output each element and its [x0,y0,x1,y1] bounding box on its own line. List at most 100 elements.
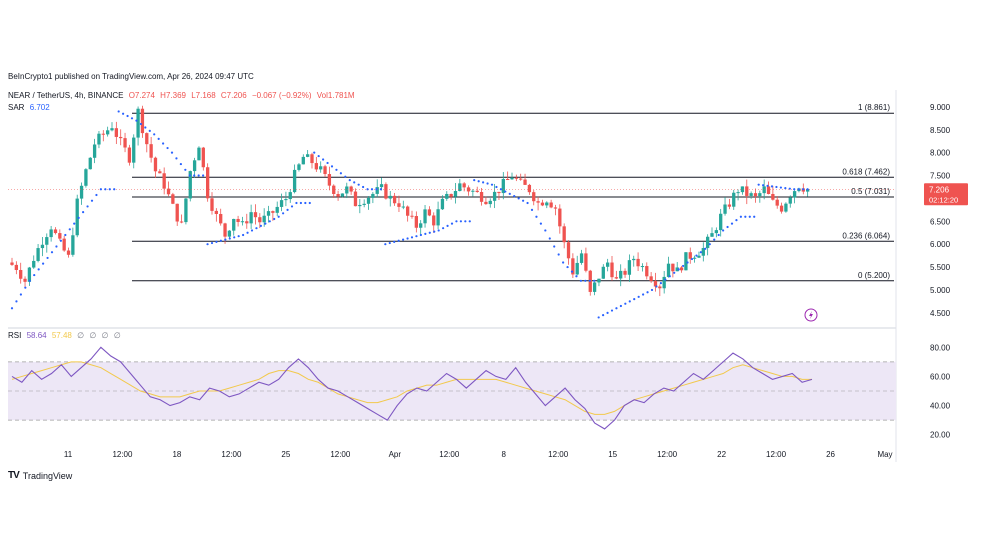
high-value: H7.369 [160,91,186,100]
price-chart[interactable]: 1 (8.861) 0.618 (7.462) 0.5 (7.031) 0.236 (… [0,0,984,470]
candle-body [497,191,501,194]
candle-body [714,230,718,234]
rsi-tick-label: 40.00 [930,402,951,411]
sar-dot [366,188,369,191]
time-tick-label: 8 [502,450,507,459]
rsi-extra-2: ∅ [89,331,97,340]
sar-dot [624,302,627,305]
candle-body [645,266,649,277]
sar-dot [397,239,400,242]
candle-body [571,258,575,275]
sar-label[interactable]: SAR [8,103,25,112]
candle-body [366,197,371,204]
candle-body [749,193,753,196]
sar-dot [388,241,391,245]
lightning-bolt-icon[interactable] [804,308,818,322]
sar-dot [602,314,605,317]
open-value: O7.274 [128,91,155,100]
volume-value: Vol1.781M [316,91,355,100]
candle-body [766,186,771,194]
candle-body [523,179,527,185]
sar-dot [210,241,214,245]
candle-body [132,137,136,163]
sar-dot [126,114,129,118]
candle-body [371,193,375,198]
parabolic-sar [10,110,809,319]
candle-body [692,257,697,259]
price-tick-label: 8.500 [930,126,951,135]
candle-body [462,183,466,188]
sar-dot [375,188,378,191]
sar-dot [24,286,27,289]
sar-dot [504,190,507,193]
candle-body [684,252,688,271]
candle-body [806,189,810,192]
rsi-label[interactable]: RSI [8,331,22,340]
sar-dot [242,233,245,237]
candle-body [162,173,166,189]
candle-body [310,154,314,164]
sar-header: SAR 6.702 [8,103,53,112]
candle-body [466,187,471,192]
candle-body [92,144,97,158]
sar-dot [775,185,778,189]
candle-body [414,216,418,228]
candle-body [775,199,779,206]
candle-body [210,198,214,211]
sar-dot [495,185,498,189]
sar-dot [357,183,360,186]
tradingview-logo[interactable]: TV TradingView [8,470,72,481]
time-tick-label: 25 [281,450,290,459]
sar-dot [646,291,649,294]
sar-dot [33,273,36,277]
candle-body [336,194,340,197]
time-tick-label: 12:00 [330,450,351,459]
candle-body [427,209,432,216]
sar-dot [535,215,538,218]
sar-dot [530,208,534,211]
candle-body [114,128,118,137]
candle-body [197,147,201,161]
sar-dot [677,268,680,271]
sar-dot [522,199,525,202]
candle-body [710,233,714,237]
sar-dot [10,307,14,310]
fib-label: 1 (8.861) [858,103,890,112]
candle-body [514,177,518,179]
sar-dot [250,229,254,232]
candle-body [97,133,101,145]
candle-body [245,221,249,224]
sar-dot [713,238,716,241]
candle-body [240,221,245,223]
candle-body [419,223,423,228]
candle-body [579,253,584,263]
price-tick-label: 4.500 [930,309,951,318]
sar-dot [322,158,325,161]
sar-dot [664,278,667,281]
candle-body [140,108,145,134]
sar-dot [268,220,271,223]
candle-body [49,229,53,238]
sar-dot [148,129,151,132]
sar-dot [610,309,614,312]
candle-body [314,163,318,170]
sar-dot [308,201,311,205]
candle-body [506,179,510,181]
candle-body [62,238,66,251]
sar-dot [637,295,640,298]
sar-dot [490,183,494,186]
sar-dot [508,192,511,195]
candle-body [36,248,40,261]
time-tick-label: 12:00 [112,450,133,459]
sar-dot [730,222,734,225]
candle-body [219,213,223,224]
candle-body [532,192,536,202]
symbol-label[interactable]: NEAR / TetherUS, 4h, BINANCE [8,91,124,100]
fib-label: 0 (5.200) [858,271,890,280]
fibonacci-levels: 1 (8.861) 0.618 (7.462) 0.5 (7.031) 0.236 (… [132,103,894,282]
sar-dot [695,254,698,257]
candle-body [632,258,636,261]
candle-body [619,270,623,279]
sar-dot [762,184,765,187]
